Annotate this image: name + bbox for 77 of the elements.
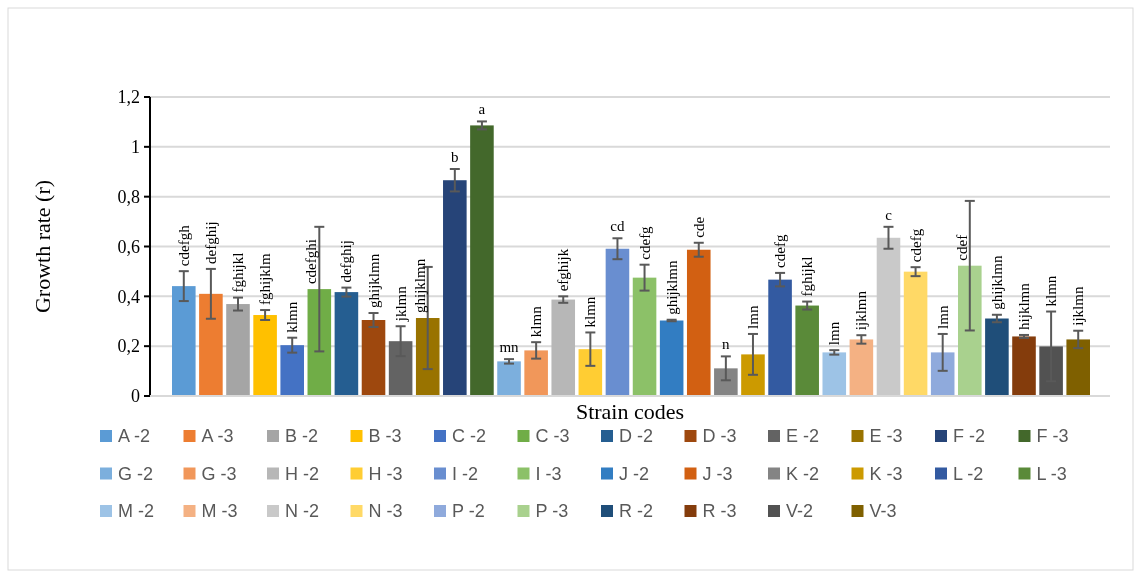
data-label: cd bbox=[610, 218, 626, 235]
legend-label: E -2 bbox=[786, 426, 820, 447]
data-label: jklmn bbox=[392, 285, 409, 323]
legend-label: P -3 bbox=[535, 501, 569, 522]
legend-label: A -2 bbox=[118, 426, 151, 447]
data-label: klmn bbox=[1043, 275, 1060, 307]
legend-label: B -3 bbox=[368, 426, 402, 447]
legend-label: F -2 bbox=[953, 426, 986, 447]
legend-label: K -2 bbox=[786, 463, 820, 484]
data-label: a bbox=[478, 101, 486, 118]
data-label: klmn bbox=[528, 305, 545, 338]
legend-label: I -3 bbox=[535, 463, 562, 484]
data-label: mn bbox=[499, 339, 520, 356]
data-label: cdefg bbox=[772, 234, 789, 268]
data-label: fghijkl bbox=[799, 256, 816, 297]
y-tick-label: 0,6 bbox=[117, 236, 140, 257]
legend-label: C -3 bbox=[535, 426, 570, 447]
legend-label: C -2 bbox=[452, 426, 487, 447]
legend-label: F -3 bbox=[1036, 426, 1069, 447]
data-label: defghij bbox=[202, 221, 219, 264]
data-label: fghijkl bbox=[230, 252, 246, 293]
legend-label: N -3 bbox=[368, 501, 403, 522]
legend-label: L -2 bbox=[953, 463, 984, 484]
legend-label: N -2 bbox=[285, 501, 320, 522]
legend-label: E -3 bbox=[869, 426, 903, 447]
legend-label: D -2 bbox=[619, 426, 654, 447]
legend-label: J -2 bbox=[619, 463, 650, 484]
data-label: n bbox=[722, 336, 731, 353]
legend-label: R -2 bbox=[619, 501, 654, 522]
legend-label: H -2 bbox=[285, 463, 320, 484]
legend-label: V-2 bbox=[786, 501, 814, 522]
legend-label: P -2 bbox=[452, 501, 485, 522]
data-label: cdef bbox=[953, 234, 970, 261]
data-label: cdefg bbox=[636, 225, 653, 260]
legend-label: D -3 bbox=[702, 426, 737, 447]
legend-label: V-3 bbox=[869, 501, 897, 522]
data-label: ijklmn bbox=[1070, 286, 1087, 326]
data-label: cdefghi bbox=[303, 239, 320, 285]
data-label: ghijklmn bbox=[988, 255, 1005, 310]
y-tick-label: 0,4 bbox=[117, 286, 140, 307]
data-label: lmn bbox=[826, 321, 843, 346]
legend-label: M -3 bbox=[201, 501, 238, 522]
data-label: ghijklmn bbox=[411, 258, 428, 314]
data-label: ghijklmn bbox=[663, 260, 680, 315]
data-label: cdefg bbox=[907, 228, 924, 263]
data-label: lmn bbox=[934, 305, 951, 329]
data-label: fghijklm bbox=[257, 253, 274, 306]
legend-label: B -2 bbox=[285, 426, 319, 447]
y-tick-label: 1,2 bbox=[117, 87, 140, 108]
legend-label: H -3 bbox=[368, 463, 403, 484]
data-label: ijklmn bbox=[853, 290, 870, 331]
data-label: klmn bbox=[284, 301, 301, 333]
legend-label: A -3 bbox=[201, 426, 234, 447]
y-axis-title: Growth rate (r) bbox=[30, 179, 55, 314]
legend-label: G -2 bbox=[118, 463, 154, 484]
data-label: b bbox=[451, 149, 459, 166]
y-tick-label: 1 bbox=[131, 137, 140, 158]
legend-label: I -2 bbox=[452, 463, 479, 484]
data-label: cde bbox=[690, 216, 707, 238]
legend-label: L -3 bbox=[1036, 463, 1067, 484]
legend-label: K -3 bbox=[869, 463, 903, 484]
data-label: c bbox=[885, 206, 893, 223]
data-label: klmn bbox=[582, 296, 599, 328]
legend-label: G -3 bbox=[201, 463, 237, 484]
data-label: defghij bbox=[338, 240, 355, 283]
legend-label: J -3 bbox=[702, 463, 733, 484]
data-label: lmn bbox=[744, 305, 761, 329]
legend-label: R -3 bbox=[702, 501, 737, 522]
y-tick-label: 0 bbox=[131, 386, 140, 407]
y-tick-label: 0,8 bbox=[117, 186, 140, 207]
data-label: ghijklmn bbox=[365, 253, 382, 309]
x-axis-title: Strain codes bbox=[575, 399, 685, 424]
data-label: efghijk bbox=[555, 248, 572, 292]
data-label: cdefgh bbox=[175, 224, 192, 267]
y-tick-label: 0,2 bbox=[117, 336, 140, 357]
legend-label: M -2 bbox=[118, 501, 154, 522]
data-label: hijklmn bbox=[1016, 282, 1032, 330]
